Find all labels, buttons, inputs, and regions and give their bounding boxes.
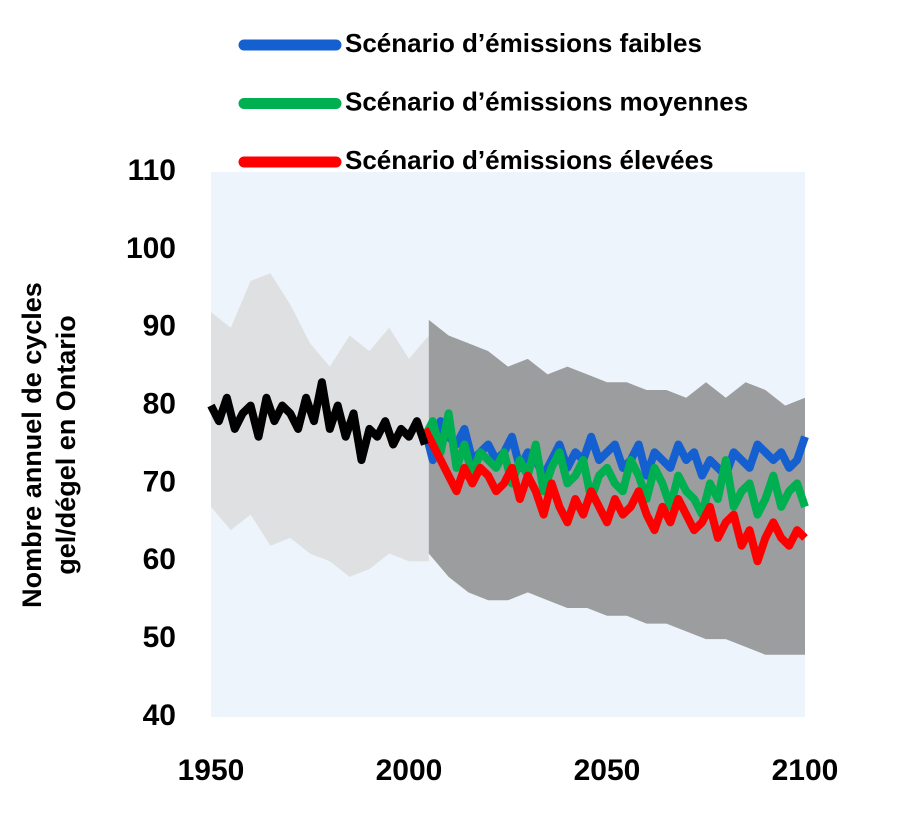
- series-line: [421, 427, 808, 566]
- y-tick-label: 100: [126, 232, 176, 265]
- legend-label: Scénario d’émissions élevées: [345, 145, 714, 175]
- y-label-line: Nombre annuel de cycles: [17, 282, 47, 608]
- range-band: [211, 273, 429, 577]
- series-line: [421, 409, 809, 519]
- y-tick-label: 70: [143, 465, 176, 498]
- x-tick-label: 2050: [574, 754, 641, 787]
- y-tick-label: 90: [143, 310, 176, 343]
- y-tick-label: 60: [143, 543, 176, 576]
- y-tick-label: 80: [143, 387, 176, 420]
- series-line: [420, 417, 809, 480]
- y-tick-label: 110: [128, 154, 176, 187]
- x-tick-label: 2000: [376, 754, 443, 787]
- y-tick-label: 50: [143, 621, 176, 654]
- legend-label: Scénario d’émissions moyennes: [345, 86, 748, 116]
- y-label-line: gel/dégel en Ontario: [51, 315, 81, 575]
- y-axis-label: Nombre annuel de cycles gel/dégel en Ont…: [17, 282, 81, 608]
- y-tick-label: 40: [143, 699, 176, 732]
- x-tick-label: 1950: [178, 754, 245, 787]
- series-line: [207, 378, 429, 465]
- x-tick-label: 2100: [772, 754, 839, 787]
- legend-label: Scénario d’émissions faibles: [345, 28, 702, 58]
